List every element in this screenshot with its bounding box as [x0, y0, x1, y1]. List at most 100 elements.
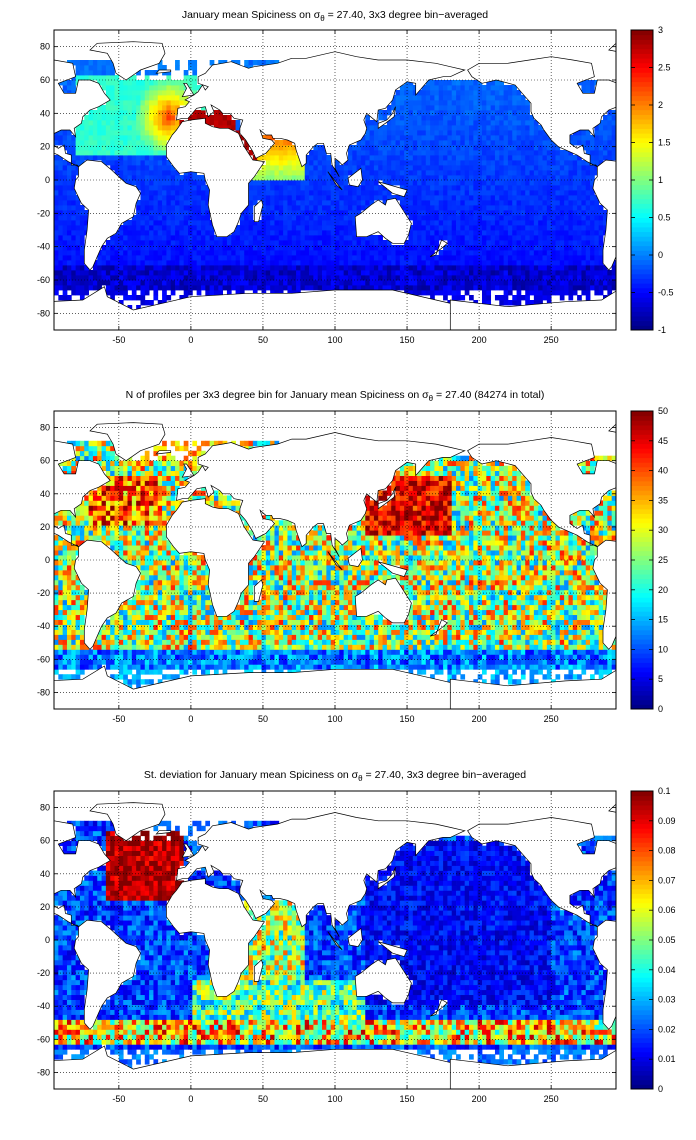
heatmap-cell [456, 190, 461, 196]
heatmap-cell [291, 270, 297, 276]
heatmap-cell [175, 649, 180, 655]
heatmap-cell [525, 140, 530, 146]
heatmap-cell [438, 85, 444, 91]
heatmap-cell [451, 290, 457, 296]
heatmap-cell [75, 195, 81, 201]
heatmap-cell [304, 649, 310, 655]
heatmap-cell [123, 659, 128, 665]
heatmap-cell [425, 664, 431, 670]
heatmap-cell [533, 220, 539, 226]
heatmap-cell [564, 175, 569, 181]
heatmap-cell [507, 140, 513, 146]
heatmap-cell [84, 75, 89, 81]
heatmap-cell [144, 90, 150, 96]
heatmap-cell [183, 260, 189, 266]
heatmap-cell [443, 265, 448, 271]
heatmap-cell [127, 125, 133, 131]
heatmap-cell [66, 275, 72, 281]
heatmap-cell [542, 245, 548, 251]
heatmap-cell [287, 215, 293, 221]
heatmap-cell [512, 95, 517, 101]
heatmap-cell [356, 240, 362, 246]
heatmap-cell [481, 135, 487, 141]
heatmap-cell [421, 120, 427, 126]
heatmap-cell [136, 100, 141, 106]
heatmap-cell [503, 215, 509, 221]
heatmap-cell [572, 155, 578, 161]
heatmap-cell [97, 110, 102, 116]
heatmap-cell [607, 120, 613, 126]
heatmap-cell [149, 155, 154, 161]
heatmap-cell [188, 205, 193, 211]
heatmap-cell [490, 160, 496, 166]
heatmap-cell [326, 245, 332, 251]
heatmap-cell [144, 80, 150, 86]
heatmap-cell [456, 105, 461, 111]
heatmap-cell [568, 195, 574, 201]
heatmap-cell [520, 255, 526, 261]
heatmap-cell [222, 260, 228, 266]
heatmap-cell [248, 190, 254, 196]
heatmap-cell [196, 260, 202, 266]
heatmap-cell [373, 235, 379, 241]
heatmap-cell [430, 125, 435, 131]
heatmap-cell [92, 150, 98, 156]
heatmap-cell [503, 654, 509, 660]
heatmap-cell [140, 85, 146, 91]
heatmap-cell [421, 669, 427, 675]
heatmap-cell [434, 195, 440, 201]
heatmap-cell [153, 135, 159, 141]
heatmap-cell [144, 240, 150, 246]
heatmap-cell [127, 220, 133, 226]
heatmap-cell [196, 110, 202, 116]
heatmap-cell [529, 290, 535, 296]
heatmap-cell [542, 190, 548, 196]
heatmap-cell [162, 170, 167, 176]
heatmap-cell [84, 225, 89, 231]
heatmap-cell [395, 150, 401, 156]
heatmap-cell [447, 110, 453, 116]
heatmap-cell [114, 80, 120, 86]
heatmap-cell [481, 275, 487, 281]
heatmap-cell [118, 659, 124, 665]
heatmap-cell [304, 170, 310, 176]
heatmap-cell [481, 664, 487, 670]
heatmap-cell [248, 270, 254, 276]
heatmap-cell [456, 290, 461, 296]
heatmap-cell [257, 170, 262, 176]
heatmap-cell [408, 659, 414, 665]
heatmap-cell [175, 225, 180, 231]
heatmap-cell [464, 165, 470, 171]
heatmap-cell [170, 265, 176, 271]
heatmap-cell [391, 150, 396, 156]
heatmap-cell [577, 225, 582, 231]
heatmap-cell [490, 679, 496, 685]
heatmap-cell [200, 255, 206, 261]
heatmap-cell [430, 190, 435, 196]
land-mass [592, 159, 616, 271]
heatmap-cell [585, 260, 591, 266]
heatmap-cell [278, 280, 284, 286]
heatmap-cell [447, 180, 453, 186]
heatmap-cell [525, 130, 530, 136]
heatmap-cell [144, 195, 150, 201]
heatmap-cell [473, 150, 479, 156]
heatmap-cell [373, 140, 379, 146]
heatmap-cell [499, 220, 504, 226]
heatmap-cell [136, 255, 141, 261]
heatmap-cell [564, 285, 569, 291]
heatmap-cell [516, 175, 522, 181]
heatmap-cell [166, 654, 172, 660]
heatmap-cell [92, 265, 98, 271]
heatmap-cell [520, 120, 526, 126]
heatmap-cell [162, 664, 167, 670]
heatmap-cell [598, 664, 604, 670]
heatmap-cell [525, 220, 530, 226]
heatmap-cell [75, 70, 81, 76]
heatmap-cell [218, 240, 223, 246]
heatmap-cell [481, 95, 487, 101]
heatmap-cell [477, 260, 483, 266]
heatmap-cell [499, 654, 504, 660]
heatmap-cell [542, 285, 548, 291]
heatmap-cell [127, 654, 133, 660]
